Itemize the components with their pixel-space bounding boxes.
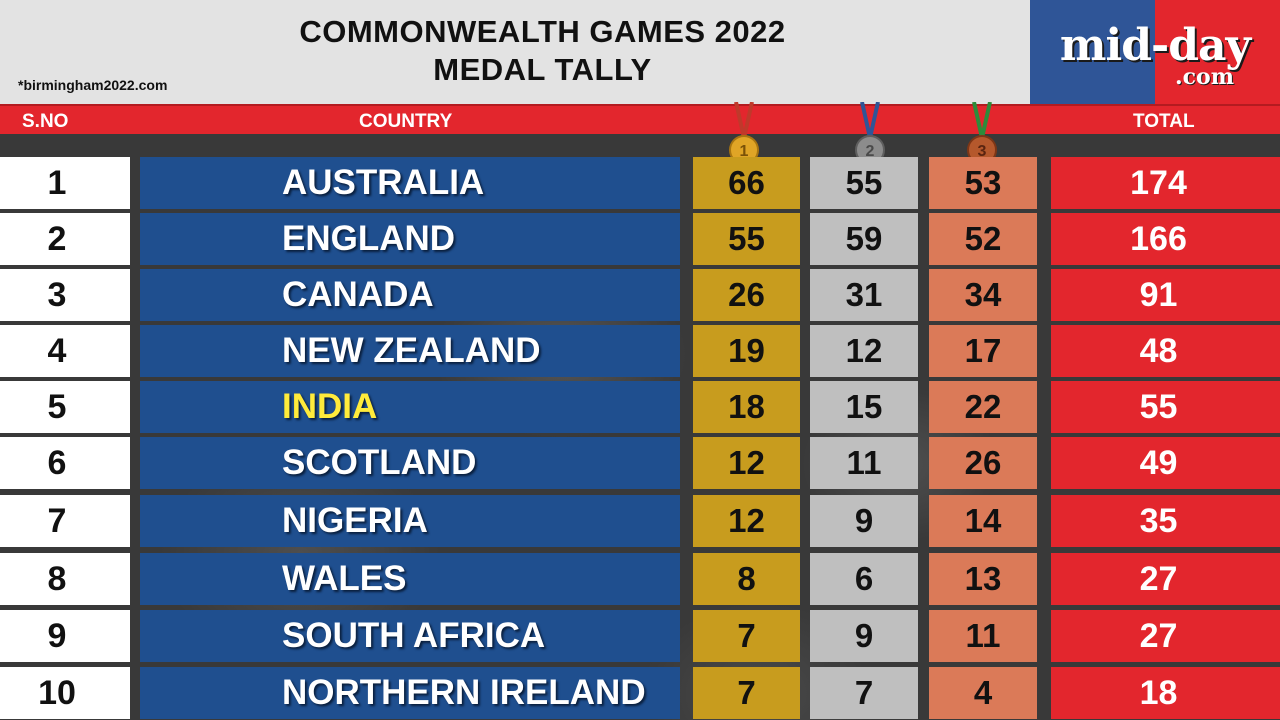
bronze-count-cell: 26: [929, 437, 1037, 489]
silver-count-cell: 31: [810, 269, 918, 321]
gold-count-cell: 18: [693, 381, 800, 433]
gold-count-cell: 12: [693, 495, 800, 547]
gold-count-cell: 12: [693, 437, 800, 489]
table-row: 6 SCOTLAND 12 11 26 49: [0, 437, 1280, 489]
gold-count-cell: 7: [693, 667, 800, 719]
bronze-count-cell: 17: [929, 325, 1037, 377]
bronze-medal-number: 3: [978, 143, 987, 160]
column-header-country: COUNTRY: [359, 111, 453, 132]
source-credit: *birmingham2022.com: [18, 77, 168, 93]
table-row: 2 ENGLAND 55 59 52 166: [0, 213, 1280, 265]
silver-count-cell: 7: [810, 667, 918, 719]
rank-cell: 10: [0, 667, 130, 719]
rank-cell: 4: [0, 325, 130, 377]
country-cell: NIGERIA: [140, 495, 680, 547]
country-cell: NORTHERN IRELAND: [140, 667, 680, 719]
country-cell: CANADA: [140, 269, 680, 321]
rank-cell: 9: [0, 610, 130, 662]
silver-count-cell: 9: [810, 495, 918, 547]
bronze-count-cell: 53: [929, 157, 1037, 209]
table-row: 10 NORTHERN IRELAND 7 7 4 18: [0, 667, 1280, 719]
silver-count-cell: 12: [810, 325, 918, 377]
country-cell: SCOTLAND: [140, 437, 680, 489]
country-cell-highlighted: INDIA: [140, 381, 680, 433]
header-banner: COMMONWEALTH GAMES 2022 MEDAL TALLY *bir…: [0, 0, 1030, 104]
total-count-cell: 18: [1051, 667, 1280, 719]
silver-count-cell: 59: [810, 213, 918, 265]
silver-medal-number: 2: [866, 143, 875, 160]
bronze-count-cell: 13: [929, 553, 1037, 605]
page-title: COMMONWEALTH GAMES 2022: [299, 14, 786, 49]
silver-count-cell: 15: [810, 381, 918, 433]
bronze-count-cell: 14: [929, 495, 1037, 547]
bronze-count-cell: 52: [929, 213, 1037, 265]
table-row: 9 SOUTH AFRICA 7 9 11 27: [0, 610, 1280, 662]
table-row: 7 NIGERIA 12 9 14 35: [0, 495, 1280, 547]
column-header-bar: S.NO COUNTRY TOTAL: [0, 104, 1280, 136]
logo-wordmark: mid-day: [1059, 20, 1251, 71]
column-header-total: TOTAL: [1133, 111, 1195, 132]
bronze-count-cell: 34: [929, 269, 1037, 321]
total-count-cell: 174: [1051, 157, 1280, 209]
total-count-cell: 27: [1051, 610, 1280, 662]
table-row: 4 NEW ZEALAND 19 12 17 48: [0, 325, 1280, 377]
total-count-cell: 35: [1051, 495, 1280, 547]
table-row: 3 CANADA 26 31 34 91: [0, 269, 1280, 321]
total-count-cell: 55: [1051, 381, 1280, 433]
gold-count-cell: 7: [693, 610, 800, 662]
rank-cell: 1: [0, 157, 130, 209]
gold-count-cell: 8: [693, 553, 800, 605]
bronze-count-cell: 22: [929, 381, 1037, 433]
bronze-count-cell: 11: [929, 610, 1037, 662]
rank-cell: 7: [0, 495, 130, 547]
table-row: 8 WALES 8 6 13 27: [0, 553, 1280, 605]
gold-medal-number: 1: [740, 143, 749, 160]
total-count-cell: 49: [1051, 437, 1280, 489]
silver-count-cell: 6: [810, 553, 918, 605]
silver-count-cell: 55: [810, 157, 918, 209]
total-count-cell: 48: [1051, 325, 1280, 377]
rank-cell: 6: [0, 437, 130, 489]
logo-domain: .com: [1175, 64, 1235, 90]
silver-count-cell: 9: [810, 610, 918, 662]
country-cell: SOUTH AFRICA: [140, 610, 680, 662]
rank-cell: 8: [0, 553, 130, 605]
table-row: 5 INDIA 18 15 22 55: [0, 381, 1280, 433]
rank-cell: 3: [0, 269, 130, 321]
total-count-cell: 166: [1051, 213, 1280, 265]
total-count-cell: 91: [1051, 269, 1280, 321]
gold-count-cell: 66: [693, 157, 800, 209]
country-cell: WALES: [140, 553, 680, 605]
gold-count-cell: 19: [693, 325, 800, 377]
column-header-sno: S.NO: [22, 111, 69, 132]
total-count-cell: 27: [1051, 553, 1280, 605]
gold-count-cell: 26: [693, 269, 800, 321]
page-subtitle: MEDAL TALLY: [433, 52, 652, 87]
silver-count-cell: 11: [810, 437, 918, 489]
rank-cell: 5: [0, 381, 130, 433]
country-cell: ENGLAND: [140, 213, 680, 265]
country-cell: NEW ZEALAND: [140, 325, 680, 377]
gold-count-cell: 55: [693, 213, 800, 265]
mid-day-logo: mid-day .com: [1030, 0, 1280, 104]
country-cell: AUSTRALIA: [140, 157, 680, 209]
table-row: 1 AUSTRALIA 66 55 53 174: [0, 157, 1280, 209]
bronze-count-cell: 4: [929, 667, 1037, 719]
rank-cell: 2: [0, 213, 130, 265]
